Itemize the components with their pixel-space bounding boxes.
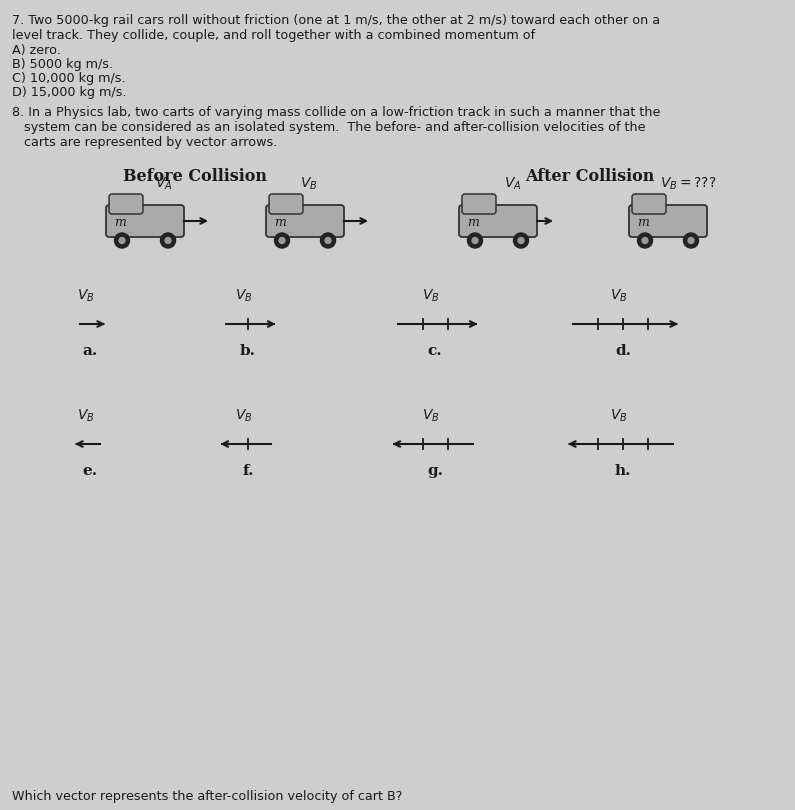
Circle shape	[274, 233, 289, 248]
Text: m: m	[274, 215, 286, 228]
Text: $V_B$: $V_B$	[77, 407, 95, 424]
Text: $V_B$: $V_B$	[422, 288, 440, 304]
Circle shape	[320, 233, 335, 248]
FancyBboxPatch shape	[106, 205, 184, 237]
Text: $V_B=???$: $V_B=???$	[660, 176, 716, 192]
Circle shape	[114, 233, 130, 248]
Text: After Collision: After Collision	[525, 168, 655, 185]
Text: m: m	[467, 215, 479, 228]
Text: b.: b.	[240, 344, 256, 358]
Text: g.: g.	[427, 464, 443, 478]
FancyBboxPatch shape	[109, 194, 143, 214]
Text: f.: f.	[242, 464, 254, 478]
Text: system can be considered as an isolated system.  The before- and after-collision: system can be considered as an isolated …	[12, 121, 646, 134]
Circle shape	[472, 237, 478, 244]
Circle shape	[642, 237, 648, 244]
Circle shape	[688, 237, 694, 244]
FancyBboxPatch shape	[632, 194, 666, 214]
Text: 8. In a Physics lab, two carts of varying mass collide on a low-friction track i: 8. In a Physics lab, two carts of varyin…	[12, 106, 661, 119]
Text: 7. Two 5000-kg rail cars roll without friction (one at 1 m/s, the other at 2 m/s: 7. Two 5000-kg rail cars roll without fr…	[12, 14, 660, 27]
Text: D) 15,000 kg m/s.: D) 15,000 kg m/s.	[12, 86, 126, 99]
Text: m: m	[637, 215, 649, 228]
Text: Before Collision: Before Collision	[123, 168, 267, 185]
Circle shape	[325, 237, 331, 244]
Text: A) zero.: A) zero.	[12, 44, 61, 57]
Text: carts are represented by vector arrows.: carts are represented by vector arrows.	[12, 136, 277, 149]
Text: $V_B$: $V_B$	[235, 288, 253, 304]
Text: $V_B$: $V_B$	[77, 288, 95, 304]
Circle shape	[467, 233, 483, 248]
Circle shape	[119, 237, 125, 244]
Circle shape	[165, 237, 171, 244]
FancyBboxPatch shape	[266, 205, 344, 237]
Text: level track. They collide, couple, and roll together with a combined momentum of: level track. They collide, couple, and r…	[12, 29, 535, 42]
Text: m: m	[114, 215, 126, 228]
Circle shape	[638, 233, 653, 248]
Circle shape	[161, 233, 176, 248]
FancyBboxPatch shape	[462, 194, 496, 214]
Text: c.: c.	[428, 344, 442, 358]
Text: $V_B$: $V_B$	[422, 407, 440, 424]
Text: B) 5000 kg m/s.: B) 5000 kg m/s.	[12, 58, 113, 71]
Text: d.: d.	[615, 344, 631, 358]
Text: $V_A$: $V_A$	[504, 176, 522, 192]
Text: $V_B$: $V_B$	[235, 407, 253, 424]
Text: a.: a.	[83, 344, 98, 358]
Text: $V_B$: $V_B$	[300, 176, 317, 192]
Circle shape	[518, 237, 524, 244]
Text: e.: e.	[83, 464, 98, 478]
FancyBboxPatch shape	[269, 194, 303, 214]
FancyBboxPatch shape	[459, 205, 537, 237]
Circle shape	[684, 233, 699, 248]
FancyBboxPatch shape	[629, 205, 707, 237]
Text: $V_B$: $V_B$	[611, 288, 628, 304]
Circle shape	[514, 233, 529, 248]
Text: Which vector represents the after-collision velocity of cart B?: Which vector represents the after-collis…	[12, 790, 402, 803]
Text: C) 10,000 kg m/s.: C) 10,000 kg m/s.	[12, 72, 126, 85]
Text: h.: h.	[615, 464, 631, 478]
Text: $V_B$: $V_B$	[611, 407, 628, 424]
Text: $V_A$: $V_A$	[155, 176, 173, 192]
Circle shape	[279, 237, 285, 244]
